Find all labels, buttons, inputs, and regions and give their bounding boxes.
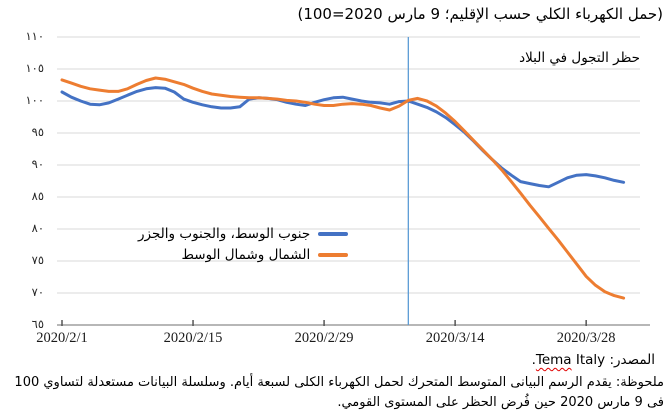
y-axis-label-75: ٧٥	[31, 253, 44, 267]
x-axis-label-2: 2020/2/29	[294, 330, 354, 346]
legend-label-north: الشمال وشمال الوسط	[181, 246, 311, 263]
y-axis-label-100: ١٠٠	[25, 93, 44, 107]
x-axis-label-1: 2020/2/15	[163, 330, 223, 346]
y-axis-label-95: ٩٥	[31, 125, 44, 139]
lockdown-annotation-label: حظر التجول في البلاد	[519, 50, 640, 66]
source-value-misspelled: Tema	[535, 352, 572, 368]
x-axis-label-4: 2020/3/28	[556, 330, 616, 346]
y-axis-label-80: ٨٠	[31, 221, 44, 235]
y-axis-label-85: ٨٥	[31, 189, 44, 203]
blue-line-swatch	[318, 231, 349, 236]
series-line-1	[60, 76, 626, 300]
series-line-0	[60, 86, 626, 189]
y-axis-label-65: ٦٥	[31, 317, 44, 331]
y-axis-label-90: ٩٠	[31, 157, 44, 171]
legend: جنوب الوسط، والجنوب والجزر الشمال وشمال …	[138, 223, 349, 265]
chart-title: (حمل الكهرباء الكلي حسب الإقليم؛ 9 مارس …	[297, 5, 663, 23]
legend-label-center-south: جنوب الوسط، والجنوب والجزر	[138, 225, 311, 242]
x-axis-label-3: 2020/3/14	[425, 330, 485, 346]
legend-row-north: الشمال وشمال الوسط	[138, 244, 349, 265]
source-value-rest: Italy	[571, 352, 606, 368]
orange-line-swatch	[318, 252, 349, 257]
y-axis-label-110: ١١٠	[25, 29, 44, 43]
x-axis-label-0: 2020/2/1	[36, 330, 88, 346]
source-line: المصدر: Tema Italy.	[532, 352, 655, 368]
source-label: المصدر:	[605, 352, 655, 368]
y-axis-label-105: ١٠٥	[25, 61, 44, 75]
legend-row-center-south: جنوب الوسط، والجنوب والجزر	[138, 223, 349, 244]
y-axis-label-70: ٧٠	[31, 285, 44, 299]
footnote: ملحوظة: يقدم الرسم البيانى المتوسط المتح…	[14, 375, 664, 410]
source-period: .	[531, 352, 536, 368]
